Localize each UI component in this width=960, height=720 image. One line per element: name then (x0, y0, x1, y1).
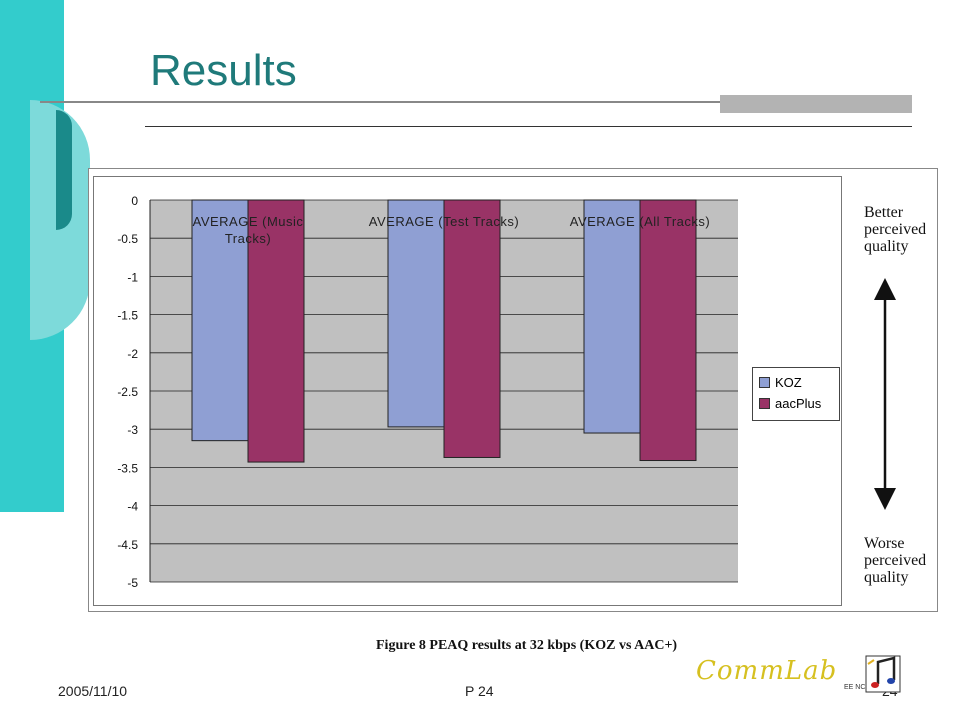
quality-arrow-down-head (874, 488, 896, 510)
worse-line-3: quality (864, 569, 909, 586)
logo-small-text: EE NCTU (844, 684, 875, 691)
category-label-0-1: Tracks) (225, 231, 271, 246)
bar-koz-1 (387, 199, 445, 428)
legend-item-koz: KOZ (759, 375, 802, 390)
category-label-0-0: AVERAGE (Music (193, 214, 304, 229)
legend-item-aacplus: aacPlus (759, 396, 821, 411)
category-label-1-0: AVERAGE (Test Tracks) (369, 214, 519, 229)
chart-legend: KOZ aacPlus (752, 367, 840, 421)
bar-aacplus-2 (639, 199, 697, 462)
y-tick-label-4: -2 (127, 347, 138, 361)
y-tick-label-0: 0 (131, 194, 138, 208)
y-tick-label-2: -1 (127, 270, 138, 284)
category-label-2-0: AVERAGE (All Tracks) (570, 214, 711, 229)
worse-line-2: perceived (864, 552, 927, 569)
legend-swatch-aacplus (759, 398, 770, 409)
bar-koz-0 (191, 199, 249, 442)
legend-label-aacplus: aacPlus (775, 396, 822, 411)
worse-line-1: Worse (864, 535, 905, 552)
slide-title: Results (150, 46, 297, 95)
bar-aacplus-1 (443, 199, 501, 458)
title-rule-block (720, 95, 912, 113)
quality-arrow-up-head (874, 278, 896, 300)
better-line-1: Better (864, 204, 904, 221)
left-accent-curve-dark (56, 110, 72, 230)
subtitle-rule (145, 126, 912, 127)
better-quality-note: Better perceived quality (864, 204, 926, 255)
legend-swatch-koz (759, 377, 770, 388)
y-tick-label-9: -4.5 (117, 538, 138, 552)
y-tick-label-1: -0.5 (117, 232, 138, 246)
worse-quality-note: Worse perceived quality (864, 535, 926, 586)
better-line-2: perceived (864, 221, 927, 238)
y-tick-label-7: -3.5 (117, 461, 138, 475)
commlab-logo: CommLab EE NCTU (696, 652, 906, 700)
y-tick-label-3: -1.5 (117, 309, 138, 323)
music-note-icon (865, 655, 901, 693)
y-tick-label-8: -4 (127, 500, 138, 514)
y-tick-label-10: -5 (127, 576, 138, 590)
logo-text: CommLab (696, 656, 838, 686)
bar-aacplus-0 (247, 199, 305, 463)
figure-caption: Figure 8 PEAQ results at 32 kbps (KOZ vs… (376, 638, 678, 653)
legend-label-koz: KOZ (775, 375, 802, 390)
bar-koz-2 (583, 199, 641, 434)
title-rule (40, 101, 912, 103)
better-line-3: quality (864, 238, 909, 255)
footer-date: 2005/11/10 (58, 683, 128, 699)
footer-page: P 24 (465, 683, 494, 699)
y-tick-label-6: -3 (127, 423, 138, 437)
y-tick-label-5: -2.5 (117, 385, 138, 399)
